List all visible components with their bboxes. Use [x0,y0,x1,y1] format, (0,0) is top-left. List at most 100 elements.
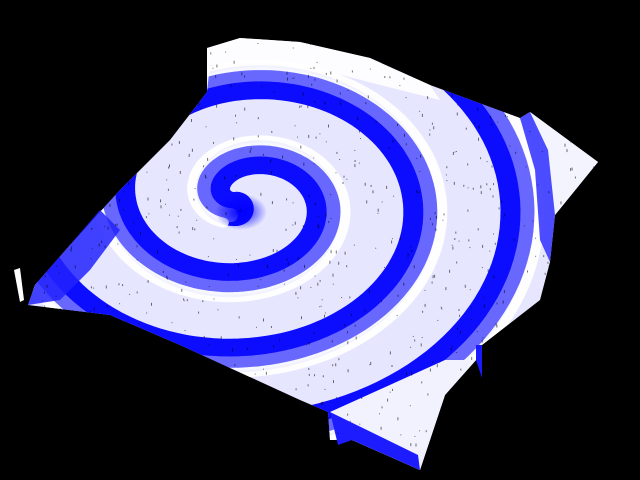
speckle-dot [330,250,332,254]
speckle-dot [480,157,482,160]
speckle-dot [119,198,121,202]
speckle-dot [71,246,73,250]
speckle-dot [313,163,315,165]
speckle-dot [115,183,117,186]
speckle-dot [133,41,135,45]
speckle-dot [574,176,576,179]
speckle-dot [147,338,149,342]
speckle-dot [91,247,93,249]
speckle-dot [111,346,113,349]
speckle-dot [256,326,257,328]
speckle-dot [125,102,127,105]
speckle-dot [66,320,68,322]
speckle-dot [486,161,488,163]
speckle-dot [410,346,412,348]
speckle-dot [205,176,207,179]
speckle-dot [559,61,561,63]
speckle-dot [397,124,398,126]
speckle-dot [405,97,407,99]
speckle-dot [325,44,327,47]
speckle-dot [288,410,290,414]
speckle-dot [160,366,162,368]
speckle-dot [496,302,498,305]
speckle-dot [443,213,445,216]
speckle-dot [532,317,534,320]
speckle-dot [537,184,539,186]
speckle-dot [335,250,337,254]
speckle-dot [296,446,298,450]
speckle-dot [424,303,426,307]
speckle-dot [308,134,310,138]
speckle-dot [346,178,348,180]
speckle-dot [489,63,491,66]
speckle-dot [93,287,95,289]
speckle-dot [50,116,52,118]
speckle-dot [255,433,256,435]
speckle-dot [122,117,124,121]
speckle-dot [445,287,447,291]
speckle-dot [594,306,596,310]
speckle-dot [112,134,114,137]
speckle-dot [375,247,377,249]
speckle-dot [391,240,393,244]
back-wall [207,38,440,100]
speckle-dot [574,417,576,420]
speckle-dot [265,371,267,375]
speckle-dot [53,389,54,391]
speckle-dot [307,105,309,109]
speckle-dot [582,429,584,433]
speckle-dot [463,80,465,82]
speckle-dot [292,47,294,49]
speckle-dot [141,75,142,76]
speckle-dot [75,52,77,56]
speckle-dot [420,343,422,347]
speckle-dot [174,343,176,346]
speckle-dot [124,62,126,64]
speckle-dot [160,205,162,209]
speckle-dot [389,351,391,355]
speckle-dot [208,344,210,346]
speckle-dot [526,407,528,410]
speckle-dot [120,362,122,364]
speckle-dot [193,439,195,443]
speckle-dot [192,227,194,231]
speckle-dot [118,283,120,286]
speckle-dot [561,307,562,311]
speckle-dot [133,222,134,224]
speckle-dot [129,102,131,104]
speckle-dot [452,152,454,155]
speckle-dot [474,123,476,124]
speckle-dot [129,426,131,429]
speckle-dot [459,314,460,317]
speckle-dot [455,151,457,152]
speckle-dot [494,242,496,245]
speckle-dot [509,392,511,395]
speckle-dot [495,322,497,326]
speckle-dot [332,364,334,367]
speckle-dot [302,438,304,440]
right-wedge [530,112,598,215]
speckle-dot [324,388,326,390]
speckle-dot [170,89,171,92]
speckle-dot [563,397,565,401]
speckle-dot [504,114,506,117]
speckle-dot [317,224,319,228]
speckle-dot [465,127,467,130]
speckle-dot [347,413,349,416]
speckle-dot [414,435,416,437]
speckle-dot [318,322,320,324]
speckle-dot [53,190,55,193]
speckle-dot [419,171,421,172]
speckle-dot [234,450,236,454]
speckle-dot [53,175,55,178]
speckle-dot [125,403,127,406]
speckle-dot [139,405,141,407]
speckle-dot [599,46,600,47]
speckle-dot [409,405,411,407]
speckle-dot [69,410,71,411]
speckle-dot [547,261,549,264]
speckle-dot [521,378,523,380]
speckle-dot [146,171,148,173]
speckle-dot [114,163,116,167]
speckle-dot [145,411,147,414]
